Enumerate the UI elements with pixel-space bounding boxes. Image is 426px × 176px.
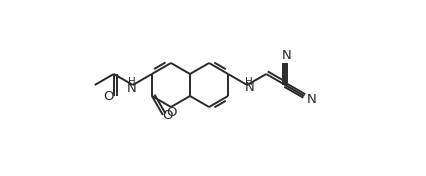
Text: N: N	[282, 49, 291, 62]
Text: N: N	[306, 93, 316, 106]
Text: O: O	[163, 109, 173, 122]
Text: O: O	[104, 90, 114, 102]
Text: O: O	[167, 105, 177, 118]
Text: N: N	[127, 81, 137, 95]
Text: H: H	[245, 77, 253, 87]
Text: H: H	[128, 77, 136, 87]
Text: N: N	[244, 81, 254, 95]
